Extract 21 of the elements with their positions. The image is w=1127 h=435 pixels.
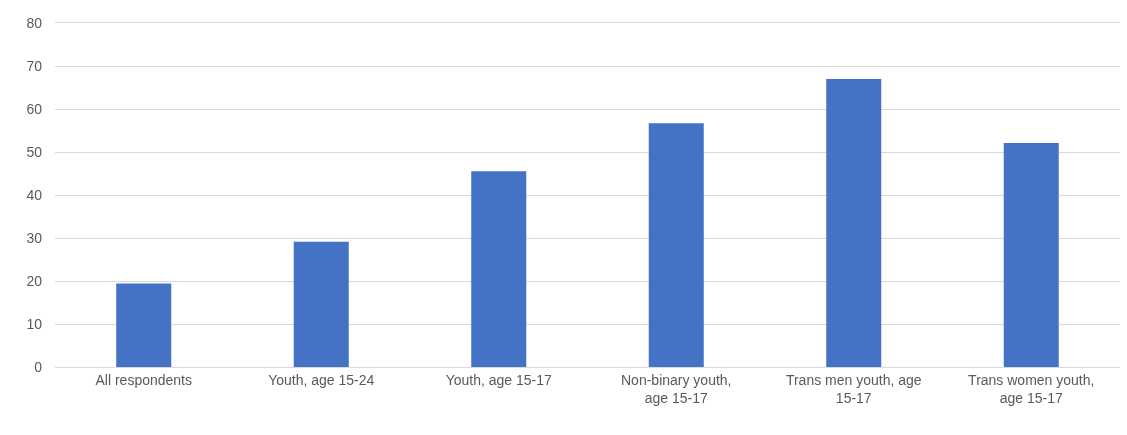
y-tick-label: 50 (26, 143, 43, 160)
x-tick-label: All respondents (95, 371, 193, 388)
x-tick-label: Youth, age 15-17 (445, 371, 553, 388)
bar (116, 283, 172, 367)
x-tick-label: Youth, age 15-24 (268, 371, 375, 388)
bar (293, 241, 349, 367)
y-tick-label: 40 (26, 186, 43, 203)
x-tick-label: Trans women youth, age 15-17 (968, 371, 1095, 407)
bar (471, 171, 527, 367)
y-tick-label: 10 (26, 315, 43, 332)
bar (1003, 142, 1059, 367)
bar (826, 78, 882, 367)
y-tick-label: 20 (26, 272, 43, 289)
x-tick-label: Non-binary youth, age 15-17 (620, 371, 732, 407)
x-tick-label: Trans men youth, age 15-17 (785, 371, 922, 407)
y-tick-label: 60 (26, 100, 43, 117)
y-tick-label: 0 (34, 358, 43, 375)
y-tick-label: 30 (26, 229, 43, 246)
y-tick-label: 70 (26, 57, 43, 74)
bar (648, 123, 704, 367)
y-tick-label: 80 (26, 14, 43, 31)
